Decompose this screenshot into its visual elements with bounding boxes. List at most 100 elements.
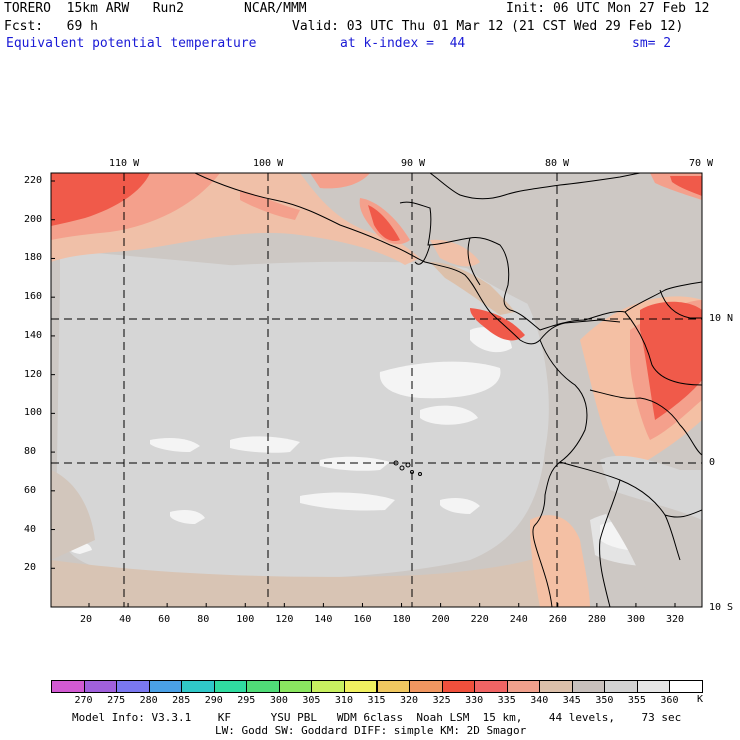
- colorbar-swatch: [278, 680, 313, 693]
- model-info: Model Info: V3.3.1 KF YSU PBL WDM 6class…: [72, 711, 682, 724]
- x-axis-label: 200: [431, 614, 450, 625]
- colorbar-swatch: [669, 680, 703, 693]
- colorbar-swatch: [343, 680, 378, 693]
- colorbar-swatch: [636, 680, 671, 693]
- y-axis-label: 160: [24, 291, 43, 303]
- x-axis-label: 260: [548, 614, 567, 625]
- south-america-north-coast: [584, 281, 702, 321]
- lon-label-70w: 70 W: [689, 158, 714, 169]
- field-white-patch: [420, 405, 478, 425]
- colorbar-swatch: [116, 680, 150, 693]
- init-time: Init: 06 UTC Mon 27 Feb 12: [506, 1, 710, 16]
- org-label: NCAR/MMM: [244, 1, 307, 16]
- field-light-gray-region: [600, 455, 702, 520]
- pacific-coastline: [194, 173, 621, 345]
- x-axis-label: 220: [470, 614, 489, 625]
- colorbar-swatch: [409, 680, 443, 693]
- colorbar-label: 285: [172, 695, 191, 706]
- colorbar-label: 280: [139, 695, 158, 706]
- colorbar-label: 340: [530, 695, 549, 706]
- model-title: TORERO 15km ARW Run2: [4, 1, 185, 16]
- colorbar-swatch: [246, 680, 280, 693]
- colorbar-swatch: [83, 680, 118, 693]
- colorbar-label: 305: [302, 695, 321, 706]
- colorbar-swatch: [571, 680, 606, 693]
- y-axis-label: 80: [24, 446, 37, 458]
- country-border: [559, 461, 681, 561]
- colorbar-label: 350: [595, 695, 614, 706]
- colorbar-label: 355: [627, 695, 646, 706]
- x-axis-label: 300: [626, 614, 645, 625]
- colorbar-swatch: [181, 680, 215, 693]
- y-axis-label: 60: [24, 484, 37, 496]
- field-red-region: [670, 176, 702, 196]
- country-border: [599, 479, 621, 607]
- field-salmon-region: [240, 190, 300, 220]
- lon-label-110w: 110 W: [109, 158, 140, 169]
- y-axis-label: 220: [24, 175, 43, 186]
- field-tan-region: [51, 555, 545, 607]
- x-axis-label: 40: [119, 614, 132, 625]
- lat-label-0: 0: [709, 457, 716, 468]
- colorbar-unit: K: [697, 694, 704, 705]
- y-axis-label: 140: [24, 329, 43, 341]
- field-light-gray-region: [60, 250, 260, 300]
- x-axis-label: 240: [509, 614, 528, 625]
- country-border: [624, 311, 702, 386]
- field-red-region: [51, 173, 150, 226]
- x-axis-label: 140: [314, 614, 333, 625]
- y-axis-label: 180: [24, 252, 43, 264]
- lon-label-80w: 80 W: [545, 158, 570, 169]
- field-white-patch: [320, 456, 390, 471]
- country-border: [664, 509, 702, 518]
- country-border: [414, 244, 431, 265]
- colorbar-label: 275: [107, 695, 126, 706]
- colorbar-label: 325: [432, 695, 451, 706]
- colorbar-swatch: [376, 680, 411, 693]
- gulf-coastline: [429, 173, 641, 200]
- colorbar-swatch: [148, 680, 183, 693]
- colorbar-label: 270: [74, 695, 93, 706]
- field-tan-region: [51, 470, 95, 560]
- colorbar-swatch: [213, 680, 248, 693]
- maracaibo-coastline: [659, 289, 702, 319]
- y-axis-label: 100: [24, 407, 43, 419]
- field-salmon-region: [310, 173, 370, 189]
- x-axis-label: 320: [666, 614, 685, 625]
- colorbar-swatch: [51, 680, 85, 693]
- lat-label-10s: 10 S: [709, 602, 734, 613]
- graticule: [51, 173, 702, 607]
- field-white-patch: [440, 498, 480, 514]
- field-peach-region: [530, 515, 590, 607]
- field-peach-region: [430, 239, 480, 267]
- x-axis-label: 60: [158, 614, 171, 625]
- y-axis-label: 200: [24, 213, 43, 225]
- x-axis-label: 80: [197, 614, 210, 625]
- x-axis-label: 180: [392, 614, 411, 625]
- x-axis-label: 280: [587, 614, 606, 625]
- x-axis-label: 120: [275, 614, 294, 625]
- lon-label-90w: 90 W: [401, 158, 426, 169]
- field-white-patch: [379, 361, 501, 399]
- y-axis-label: 20: [24, 562, 37, 574]
- colorbar-label: 345: [562, 695, 581, 706]
- field-land-gray: [400, 173, 702, 310]
- x-axis-label: 160: [353, 614, 372, 625]
- colorbar-swatch: [311, 680, 345, 693]
- x-axis-label: 20: [80, 614, 93, 625]
- y-axis-label: 120: [24, 368, 43, 380]
- x-axis-label: 100: [236, 614, 255, 625]
- colorbar-label: 300: [269, 695, 288, 706]
- island: [418, 472, 422, 476]
- field-light-gray-region: [56, 261, 549, 580]
- colorbar-label: 330: [465, 695, 484, 706]
- y-axis-label: 40: [24, 523, 37, 535]
- field-white-patch: [230, 436, 300, 453]
- axis-ticks: [51, 180, 676, 607]
- valid-time: Valid: 03 UTC Thu 01 Mar 12 (21 CST Wed …: [292, 19, 684, 34]
- colorbar-label: 335: [497, 695, 516, 706]
- smoothing-label: sm= 2: [632, 36, 672, 51]
- colorbar-label: 360: [660, 695, 679, 706]
- colorbar-label: 295: [237, 695, 256, 706]
- field-red-region: [368, 205, 400, 242]
